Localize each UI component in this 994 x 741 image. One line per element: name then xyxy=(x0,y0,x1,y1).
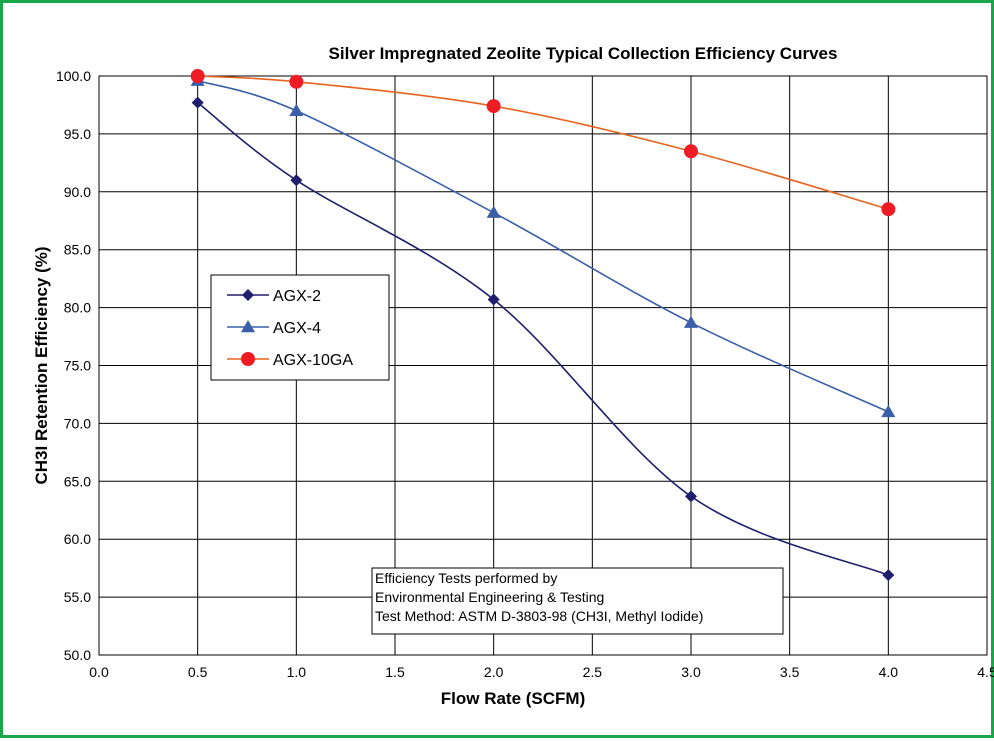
series-line xyxy=(197,75,889,210)
data-point xyxy=(487,293,500,306)
data-point xyxy=(190,69,205,83)
y-axis-ticks: 50.0 55.0 60.0 65.0 70.0 75.0 80.0 85.0 90.0 95.0… xyxy=(56,68,91,663)
annotation-line: Environmental Engineering & Testing xyxy=(375,589,604,605)
data-point xyxy=(881,404,896,418)
legend: AGX-2 AGX-4 AGX-10GA xyxy=(210,274,390,381)
data-point xyxy=(684,144,698,159)
y-tick-label: 55.0 xyxy=(64,589,91,605)
x-tick-label: 0.5 xyxy=(188,664,208,680)
legend-label: AGX-4 xyxy=(273,320,321,337)
x-axis-label: Flow Rate (SCFM) xyxy=(441,689,586,708)
x-tick-label: 4.5 xyxy=(977,664,994,680)
y-tick-label: 50.0 xyxy=(64,647,91,663)
legend-label: AGX-2 xyxy=(273,288,321,305)
y-tick-label: 90.0 xyxy=(64,184,91,200)
y-tick-label: 100.0 xyxy=(56,68,91,84)
series-layer xyxy=(190,69,896,582)
chart-title: Silver Impregnated Zeolite Typical Colle… xyxy=(329,44,838,63)
y-tick-label: 60.0 xyxy=(64,531,91,547)
data-point xyxy=(684,315,698,328)
legend-marker xyxy=(241,320,255,333)
series-agx-10ga xyxy=(190,69,896,217)
x-tick-label: 1.5 xyxy=(385,664,405,680)
x-axis-ticks: 0.0 0.5 1.0 1.5 2.0 2.5 3.0 3.5 4.0 4.5 xyxy=(89,664,994,680)
y-tick-label: 95.0 xyxy=(64,126,91,142)
x-tick-label: 3.5 xyxy=(780,664,800,680)
data-point xyxy=(881,202,896,217)
data-point xyxy=(486,99,501,114)
x-tick-label: 3.0 xyxy=(681,664,701,680)
annotation-line: Efficiency Tests performed by xyxy=(375,570,557,586)
plot-area xyxy=(98,75,988,656)
data-point xyxy=(289,103,304,116)
x-tick-label: 1.0 xyxy=(287,664,307,680)
legend-marker xyxy=(241,352,255,366)
y-tick-label: 85.0 xyxy=(64,242,91,258)
annotation-box-border xyxy=(371,567,784,635)
efficiency-chart: Silver Impregnated Zeolite Typical Colle… xyxy=(32,44,994,708)
y-tick-label: 65.0 xyxy=(64,473,91,489)
x-tick-label: 0.0 xyxy=(89,664,109,680)
data-point xyxy=(191,96,204,109)
x-tick-label: 2.5 xyxy=(583,664,603,680)
data-point xyxy=(486,205,501,218)
legend-label: AGX-10GA xyxy=(273,352,353,369)
series-agx-4 xyxy=(190,73,896,418)
x-tick-label: 4.0 xyxy=(879,664,899,680)
legend-marker xyxy=(242,289,254,301)
y-axis-label: CH3I Retention Efficiency (%) xyxy=(32,246,51,484)
y-tick-label: 70.0 xyxy=(64,415,91,431)
series-line xyxy=(197,102,889,576)
data-point xyxy=(685,490,697,503)
y-tick-label: 80.0 xyxy=(64,300,91,316)
data-point xyxy=(289,74,304,89)
x-tick-label: 2.0 xyxy=(484,664,504,680)
annotation-box: Efficiency Tests performed by Environment… xyxy=(371,567,784,635)
data-point xyxy=(290,174,303,187)
annotation-line: Test Method: ASTM D-3803-98 (CH3I, Methy… xyxy=(375,608,703,624)
series-line xyxy=(197,79,889,413)
series-agx-2 xyxy=(191,96,895,582)
data-point xyxy=(882,569,895,582)
y-tick-label: 75.0 xyxy=(64,358,91,374)
